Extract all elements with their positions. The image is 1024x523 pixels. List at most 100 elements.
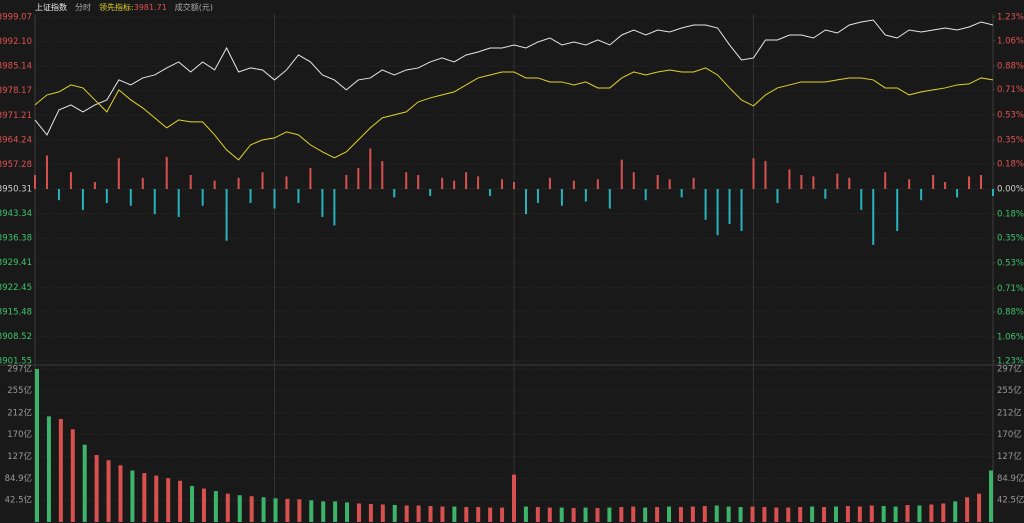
strength-bar bbox=[453, 180, 456, 189]
volume-bar bbox=[941, 503, 946, 522]
strength-bar bbox=[560, 189, 563, 206]
volume-bar bbox=[977, 493, 982, 522]
volume-bar bbox=[488, 507, 493, 522]
mode: 分时 bbox=[75, 3, 91, 12]
volume-bar bbox=[345, 502, 350, 522]
volume-bar bbox=[655, 507, 660, 522]
volume-bar bbox=[989, 470, 993, 522]
volume-bar bbox=[595, 508, 600, 522]
price-line bbox=[34, 67, 994, 161]
leader-name: 领先指标: bbox=[99, 3, 134, 12]
volume-bar bbox=[523, 506, 528, 522]
strength-bar bbox=[489, 189, 492, 196]
volume-bar bbox=[118, 465, 123, 522]
volume-bar bbox=[667, 506, 672, 522]
strength-bar bbox=[680, 189, 683, 198]
strength-bar bbox=[129, 189, 132, 206]
strength-bar bbox=[45, 155, 48, 189]
strength-bar bbox=[524, 189, 527, 215]
volume-bar bbox=[690, 506, 695, 522]
volume-bar bbox=[571, 508, 576, 522]
volume-bar bbox=[476, 507, 481, 522]
strength-bar bbox=[465, 172, 468, 189]
volume-bar bbox=[106, 460, 111, 522]
volume-bar bbox=[166, 478, 171, 522]
strength-bar bbox=[656, 175, 659, 189]
strength-bar bbox=[57, 189, 60, 201]
volume-bar bbox=[333, 501, 338, 522]
strength-bar bbox=[836, 173, 839, 189]
strength-bar bbox=[153, 189, 156, 215]
price-line bbox=[34, 19, 994, 136]
strength-bar bbox=[872, 189, 875, 245]
volume-bar bbox=[130, 470, 135, 522]
volume-bar bbox=[440, 506, 445, 522]
strength-bar bbox=[548, 177, 551, 189]
volume-bar bbox=[249, 496, 254, 522]
y2-tick-label: 0.71% bbox=[997, 85, 1024, 95]
y2-tick-label: 0.88% bbox=[997, 61, 1024, 71]
y-tick-label: 3901.55 bbox=[0, 357, 32, 367]
volume-bar bbox=[869, 505, 874, 522]
strength-bar bbox=[968, 176, 971, 189]
volume-bar bbox=[321, 501, 326, 522]
strength-bar bbox=[513, 182, 515, 189]
y-tick-label: 255亿 bbox=[7, 385, 32, 396]
volume-bar bbox=[82, 444, 87, 522]
strength-bar bbox=[321, 189, 324, 217]
volume-bar bbox=[798, 507, 803, 522]
volume-bar bbox=[512, 474, 516, 522]
volume-bar bbox=[893, 506, 898, 522]
y-tick-label: 212亿 bbox=[7, 407, 32, 418]
y-tick-label: 170亿 bbox=[7, 429, 32, 440]
strength-bar bbox=[848, 177, 851, 189]
volume-bar bbox=[464, 507, 469, 522]
volume-bar bbox=[380, 504, 385, 522]
y2-tick-label: 1.23% bbox=[997, 13, 1024, 23]
volume-bar bbox=[273, 498, 278, 522]
volume-bar bbox=[213, 491, 218, 522]
y-tick-label-right: 127亿 bbox=[997, 451, 1022, 462]
header: 上证指数 分时 领先指标:3981.71 成交额(元) bbox=[35, 2, 213, 13]
strength-bar bbox=[501, 179, 504, 189]
strength-bar bbox=[992, 189, 994, 196]
strength-bar bbox=[345, 175, 348, 189]
volume-bar bbox=[583, 507, 588, 522]
volume-bar bbox=[750, 506, 755, 522]
index-name: 上证指数 bbox=[35, 3, 67, 12]
y2-tick-label: 0.53% bbox=[997, 110, 1024, 120]
strength-bar bbox=[189, 175, 192, 189]
y-tick-label-right: 84.9亿 bbox=[997, 473, 1024, 484]
strength-bar bbox=[165, 156, 168, 189]
y-tick-label: 3971.21 bbox=[0, 111, 32, 121]
y-tick-label-right: 297亿 bbox=[997, 364, 1022, 375]
y-tick-label: 3915.48 bbox=[0, 307, 32, 317]
strength-bar bbox=[824, 189, 827, 199]
strength-bar bbox=[381, 161, 384, 189]
leader: 领先指标:3981.71 bbox=[99, 2, 167, 13]
strength-bar bbox=[668, 179, 671, 189]
strength-bar bbox=[740, 189, 743, 231]
strength-bar bbox=[920, 189, 923, 201]
strength-bar bbox=[417, 175, 420, 189]
volume-bar bbox=[917, 505, 922, 522]
strength-bar bbox=[788, 169, 791, 189]
strength-bar bbox=[608, 189, 611, 209]
y2-tick-label: 1.06% bbox=[997, 333, 1024, 343]
y2-tick-label: 1.06% bbox=[997, 36, 1024, 46]
volume-bar bbox=[929, 504, 934, 522]
volume-bar bbox=[452, 506, 457, 522]
strength-bar bbox=[752, 158, 755, 189]
strength-bar bbox=[692, 177, 695, 189]
strength-bar bbox=[956, 189, 959, 198]
volume-bar bbox=[822, 507, 827, 522]
volume-bar bbox=[404, 505, 409, 522]
volume-bar bbox=[559, 507, 564, 522]
volume-bar bbox=[46, 416, 51, 522]
volume-bar bbox=[726, 506, 731, 522]
strength-bar bbox=[309, 168, 312, 189]
volume-bar bbox=[833, 506, 838, 522]
strength-bar bbox=[800, 175, 803, 189]
y2-tick-label: 1.23% bbox=[997, 357, 1024, 367]
